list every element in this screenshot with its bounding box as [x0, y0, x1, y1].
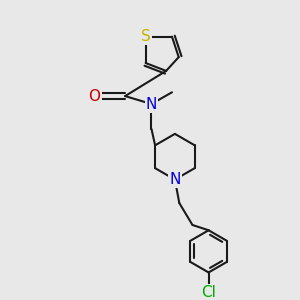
Text: N: N: [169, 172, 181, 187]
Text: S: S: [141, 29, 151, 44]
Text: Cl: Cl: [201, 285, 216, 300]
Text: O: O: [88, 88, 100, 104]
Text: N: N: [146, 97, 157, 112]
